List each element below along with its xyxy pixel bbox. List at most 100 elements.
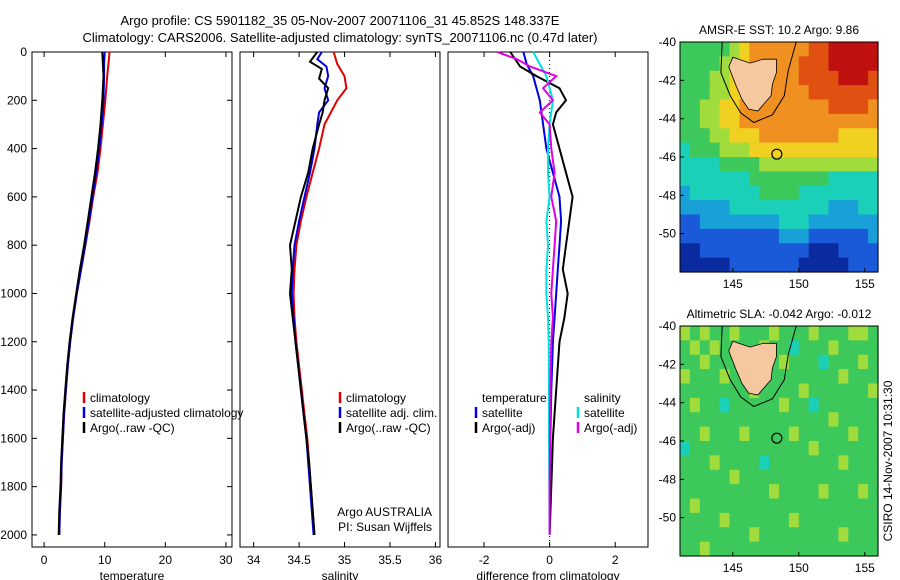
heatmap-cell (838, 171, 849, 187)
legend-entry: Argo(-adj) (584, 421, 637, 435)
heatmap-cell (759, 200, 770, 216)
heatmap-cell (729, 397, 740, 413)
heatmap-cell (769, 157, 780, 172)
heatmap-cell (818, 128, 830, 144)
heatmap-cell (858, 157, 869, 172)
heatmap-cell (808, 383, 820, 399)
heatmap-cell (818, 512, 830, 528)
heatmap-cell (798, 484, 810, 500)
heatmap-cell (828, 383, 839, 399)
heatmap-cell (739, 243, 750, 259)
heatmap-cell (709, 498, 721, 514)
heatmap-cell (818, 185, 830, 201)
heatmap-cell (699, 441, 711, 456)
heatmap-cell (699, 498, 711, 514)
heatmap-cell (838, 383, 849, 399)
heatmap-cell (719, 455, 731, 471)
heatmap-cell (838, 228, 849, 244)
heatmap-cell (719, 157, 731, 172)
heatmap-cell (709, 484, 721, 500)
heatmap-cell (788, 340, 800, 356)
heatmap-cell (858, 171, 869, 187)
heatmap-cell (808, 469, 820, 485)
y-tick-label: 200 (7, 93, 27, 107)
heatmap-cell (788, 171, 800, 187)
legend-entry: salinity (584, 391, 621, 405)
heatmap-cell (680, 85, 691, 101)
heatmap-cell (858, 455, 869, 471)
y-tick-label: -48 (659, 472, 677, 486)
heatmap-cell (699, 354, 711, 370)
heatmap-cell (808, 243, 820, 259)
shelf-contour (720, 325, 797, 408)
heatmap-cell (739, 185, 750, 201)
heatmap-cell (868, 354, 879, 370)
heatmap-cell (828, 142, 839, 158)
heatmap-cell (769, 412, 780, 428)
heatmap-cell (848, 70, 859, 86)
heatmap-cell (719, 354, 731, 370)
heatmap-cell (729, 185, 740, 201)
heatmap-cell (848, 412, 859, 428)
heatmap-cell (719, 56, 731, 72)
heatmap-cell (818, 228, 830, 244)
heatmap-cell (729, 455, 740, 471)
heatmap-cell (719, 441, 731, 456)
heatmap-cell (719, 340, 731, 356)
heatmap-cell (779, 397, 790, 413)
heatmap-cell (689, 157, 701, 172)
heatmap-cell (818, 354, 830, 370)
heatmap-cell (689, 171, 701, 187)
heatmap-cell (838, 541, 849, 557)
heatmap-cell (838, 128, 849, 144)
heatmap-cell (848, 228, 859, 244)
heatmap-cell (818, 412, 830, 428)
heatmap-cell (818, 200, 830, 216)
heatmap-cell (689, 469, 701, 485)
heatmap-cell (779, 441, 790, 456)
heatmap-cell (689, 200, 701, 216)
heatmap-cell (759, 326, 770, 341)
heatmap-cell (709, 326, 721, 341)
heatmap-cell (808, 200, 820, 216)
map-title: Altimetric SLA: -0.042 Argo: -0.012 (687, 307, 872, 321)
heatmap-cell (858, 541, 869, 557)
heatmap-cell (779, 171, 790, 187)
heatmap-cell (759, 412, 770, 428)
heatmap-cell (739, 469, 750, 485)
heatmap-cell (689, 369, 701, 385)
heatmap-cell (868, 142, 879, 158)
heatmap-cell (769, 498, 780, 514)
heatmap-cell (699, 340, 711, 356)
heatmap-cell (848, 455, 859, 471)
heatmap-cell (779, 412, 790, 428)
heatmap-cell (729, 527, 740, 543)
heatmap-cell (689, 56, 701, 72)
heatmap-cell (848, 498, 859, 514)
heatmap-cell (779, 243, 790, 259)
heatmap-cell (779, 228, 790, 244)
heatmap-cell (709, 527, 721, 543)
heatmap-cell (788, 200, 800, 216)
x-tick-label: 30 (219, 553, 233, 567)
heatmap-cell (818, 441, 830, 456)
heatmap-cell (719, 171, 731, 187)
heatmap-cell (739, 426, 750, 442)
annotation-line: PI: Susan Wijffels (338, 520, 432, 534)
heatmap-cell (709, 541, 721, 557)
heatmap-cell (798, 243, 810, 259)
heatmap-cell (808, 484, 820, 500)
heatmap-cell (779, 512, 790, 528)
heatmap-cell (838, 113, 849, 129)
heatmap-cell (739, 441, 750, 456)
heatmap-cell (868, 369, 879, 385)
heatmap-cell (779, 426, 790, 442)
heatmap-cell (808, 85, 820, 101)
heatmap-cell (749, 228, 760, 244)
heatmap-cell (788, 412, 800, 428)
heatmap-cell (818, 383, 830, 399)
heatmap-cell (858, 257, 869, 273)
heatmap-cell (769, 42, 780, 57)
heatmap-cell (868, 185, 879, 201)
heatmap-cell (858, 70, 869, 86)
